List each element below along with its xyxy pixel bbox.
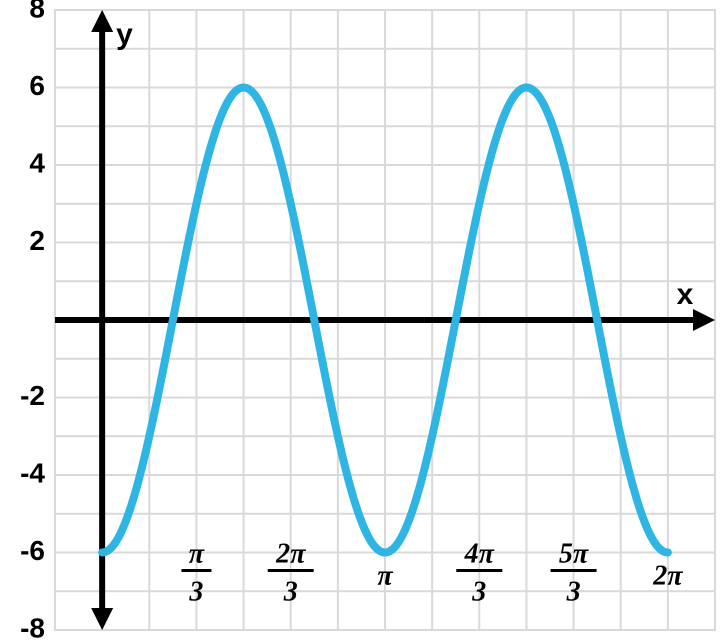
y-tick-label: -4 xyxy=(20,457,45,488)
x-tick-label: 2π xyxy=(652,561,683,592)
y-tick-label: 4 xyxy=(29,147,45,178)
svg-text:5π: 5π xyxy=(559,539,589,570)
svg-text:2π: 2π xyxy=(275,539,306,570)
chart-svg: 8642-2-4-6-8yxπ32π3π4π35π32π7π3 xyxy=(0,0,723,640)
y-tick-label: -8 xyxy=(20,612,45,640)
chart-container: 8642-2-4-6-8yxπ32π3π4π35π32π7π3 xyxy=(0,0,723,640)
svg-text:4π: 4π xyxy=(464,539,495,570)
x-tick-label: π xyxy=(377,561,393,592)
y-tick-label: 8 xyxy=(29,0,45,23)
svg-text:3: 3 xyxy=(283,577,298,608)
svg-text:π: π xyxy=(189,539,205,570)
svg-text:3: 3 xyxy=(566,577,581,608)
y-tick-label: 2 xyxy=(29,225,45,256)
y-tick-label: -2 xyxy=(20,380,45,411)
x-axis-label: x xyxy=(677,278,694,311)
svg-text:3: 3 xyxy=(471,577,486,608)
y-tick-label: 6 xyxy=(29,70,45,101)
svg-text:3: 3 xyxy=(188,577,203,608)
y-axis-label: y xyxy=(116,18,133,51)
y-tick-label: -6 xyxy=(20,535,45,566)
